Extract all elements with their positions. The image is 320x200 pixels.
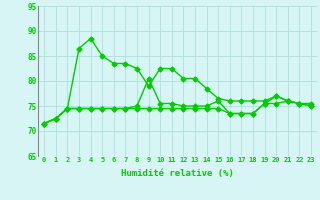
X-axis label: Humidité relative (%): Humidité relative (%) bbox=[121, 169, 234, 178]
